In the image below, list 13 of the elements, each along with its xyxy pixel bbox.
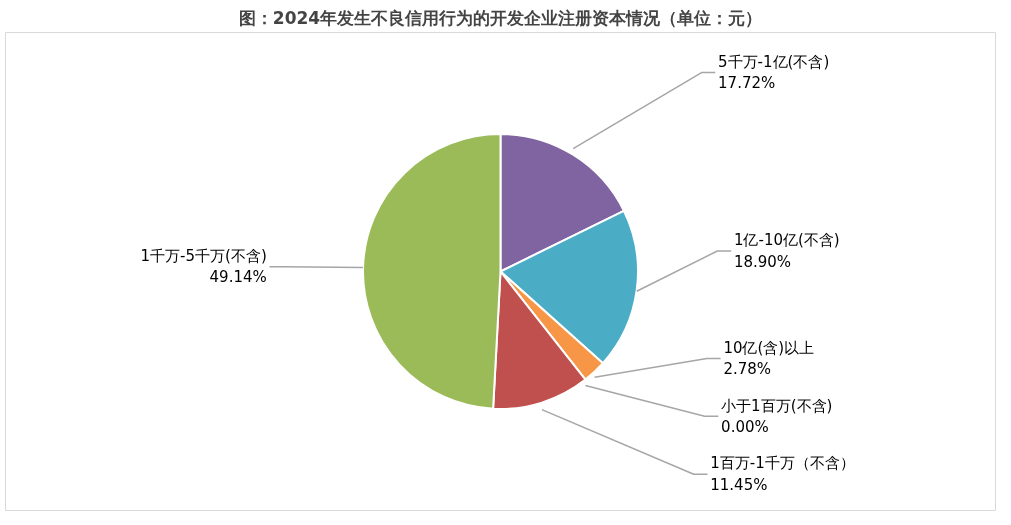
slice-label: 1百万-1千万（不含） — [710, 454, 855, 473]
data-label: 17.72% — [718, 74, 776, 93]
text: 0.00% — [721, 418, 769, 437]
data-label: 2.78% — [723, 360, 772, 379]
category-label: 小于1百万(不含) — [721, 396, 833, 415]
data-label: 49.14% — [209, 268, 267, 287]
data-label: 18.90% — [733, 252, 792, 271]
slice-label: 5千万-1亿(不含) — [718, 52, 830, 71]
chart-title: 图：2024年发生不良信用行为的开发企业注册资本情况（单位：元） — [238, 7, 763, 28]
slice-label: 1千万-5千万(不含) — [140, 246, 267, 265]
data-label: 11.45% — [710, 476, 768, 495]
slice-label: 10亿(含)以上 — [723, 338, 815, 357]
slice-label: 1亿-10亿(不含) — [733, 231, 840, 250]
